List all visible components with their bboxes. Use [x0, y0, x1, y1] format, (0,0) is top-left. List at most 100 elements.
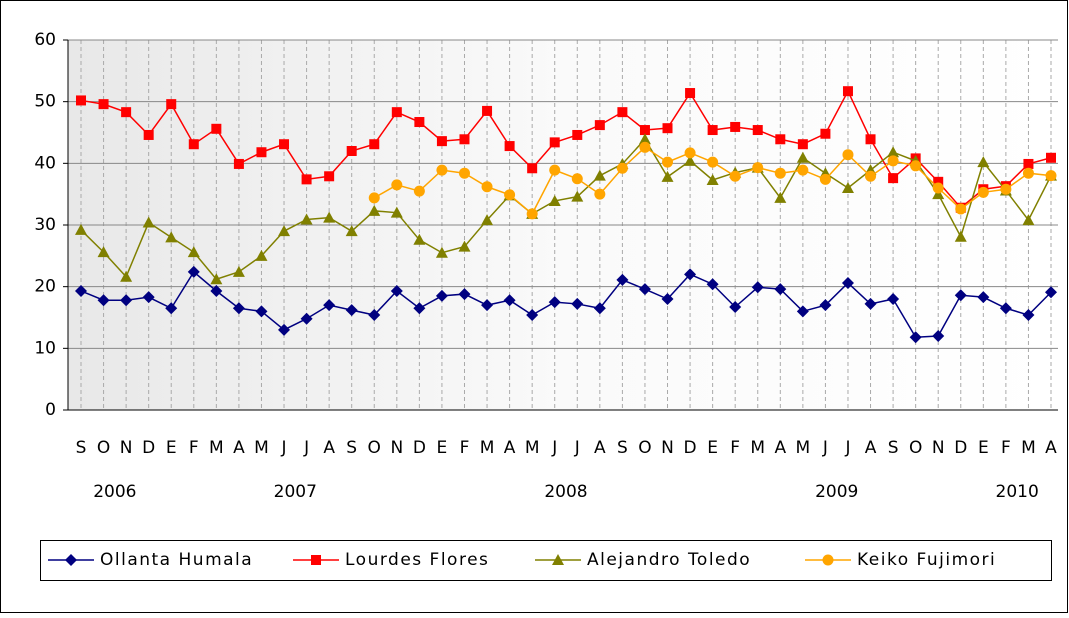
marker [571, 190, 584, 202]
marker [459, 134, 470, 145]
marker [729, 301, 742, 314]
marker [120, 270, 133, 282]
marker [1045, 286, 1057, 299]
year-label: 2008 [544, 482, 587, 502]
x-tick-label: J [281, 438, 287, 458]
marker [594, 188, 606, 200]
marker [278, 323, 291, 336]
year-label: 2006 [93, 482, 136, 502]
x-tick-label: O [909, 438, 922, 458]
x-tick-label: A [774, 438, 786, 458]
marker [707, 156, 719, 168]
legend-label: Lourdes Flores [345, 550, 489, 570]
marker [548, 194, 561, 206]
marker [210, 284, 223, 297]
marker [279, 139, 290, 150]
x-tick-label: M [209, 438, 224, 458]
marker [323, 299, 336, 312]
marker [910, 160, 922, 172]
marker [1000, 183, 1012, 195]
marker [324, 171, 335, 182]
legend-marker [822, 554, 834, 566]
marker [685, 88, 696, 99]
marker [639, 125, 650, 136]
x-tick-label: M [750, 438, 765, 458]
marker [414, 117, 425, 128]
x-tick-label: S [617, 438, 628, 458]
marker [391, 179, 403, 191]
marker [909, 331, 922, 344]
marker [503, 294, 516, 307]
year-label: 2009 [815, 482, 858, 502]
marker [504, 189, 516, 201]
marker [571, 173, 583, 185]
marker [887, 146, 900, 158]
marker [458, 288, 471, 301]
marker [639, 141, 651, 153]
marker [1046, 152, 1056, 163]
marker [977, 291, 990, 304]
marker [548, 296, 561, 309]
marker [797, 164, 809, 176]
marker [391, 107, 402, 118]
marker [345, 225, 358, 237]
marker [256, 147, 267, 158]
x-tick-label: E [978, 438, 989, 458]
x-tick-label: F [1001, 438, 1011, 458]
marker [774, 283, 787, 296]
x-tick-label: O [368, 438, 381, 458]
marker [436, 164, 448, 176]
y-tick-label: 60 [34, 30, 56, 50]
marker [819, 173, 831, 185]
marker [436, 136, 447, 147]
legend-label: Ollanta Humala [100, 550, 253, 570]
marker [796, 151, 809, 163]
x-tick-label: N [120, 438, 133, 458]
marker [819, 299, 832, 312]
marker [864, 297, 877, 310]
x-tick-label: A [865, 438, 877, 458]
marker [390, 206, 403, 218]
marker [841, 276, 854, 289]
x-tick-label: E [707, 438, 718, 458]
x-tick-label: J [822, 438, 828, 458]
marker [481, 299, 494, 312]
marker [954, 289, 967, 302]
x-tick-label: F [189, 438, 199, 458]
marker [233, 158, 244, 169]
marker [662, 156, 674, 168]
legend-label: Keiko Fujimori [857, 550, 996, 570]
marker [211, 123, 222, 134]
x-tick-label: N [932, 438, 945, 458]
x-tick-label: F [730, 438, 740, 458]
marker [187, 246, 200, 258]
marker [932, 330, 945, 342]
x-tick-label: M [796, 438, 811, 458]
marker [616, 162, 628, 174]
marker [232, 302, 245, 315]
x-tick-label: J [303, 438, 309, 458]
marker [887, 293, 900, 305]
marker [549, 137, 560, 148]
x-tick-label: D [954, 438, 967, 458]
marker [933, 176, 944, 187]
x-tick-label: A [323, 438, 335, 458]
marker [481, 181, 493, 193]
marker [368, 309, 381, 322]
marker [210, 273, 223, 285]
y-tick-label: 30 [34, 215, 56, 235]
y-tick-label: 50 [34, 92, 56, 112]
marker [345, 304, 358, 317]
marker [842, 149, 854, 161]
marker [368, 192, 380, 204]
marker [98, 99, 109, 110]
marker [684, 154, 697, 166]
marker [481, 214, 494, 226]
marker [232, 265, 245, 277]
x-tick-label: O [97, 438, 110, 458]
marker [120, 294, 133, 307]
marker [841, 182, 854, 193]
marker [1022, 309, 1035, 322]
marker [572, 129, 583, 140]
marker [458, 167, 470, 179]
